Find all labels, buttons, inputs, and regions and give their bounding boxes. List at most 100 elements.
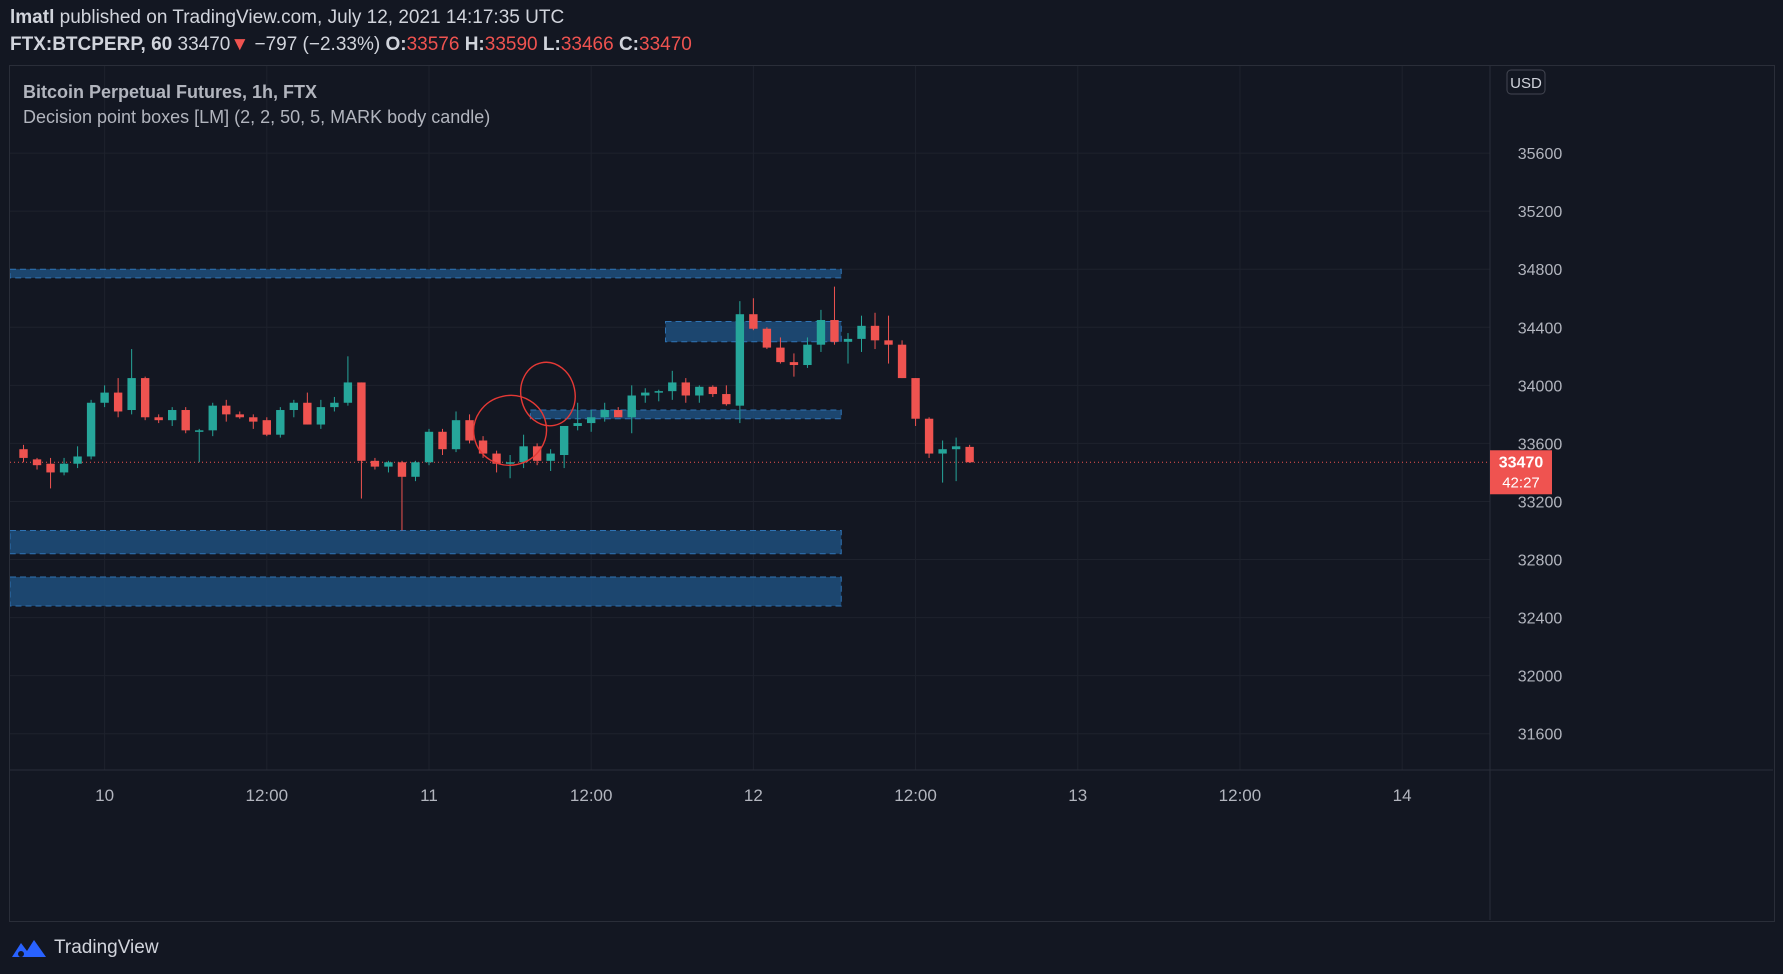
candle-up xyxy=(803,344,812,366)
price-tick-label: 33200 xyxy=(1518,494,1563,511)
candle-down xyxy=(911,378,920,419)
candle-down xyxy=(614,410,623,418)
candle-down xyxy=(235,414,244,418)
low-label: L: xyxy=(542,34,561,55)
close-label: C: xyxy=(618,34,639,55)
decision-box xyxy=(665,320,842,343)
candle-down xyxy=(113,392,123,412)
price-tick-label: 32400 xyxy=(1518,611,1563,628)
candle-up xyxy=(695,386,704,396)
time-tick-label: 12:00 xyxy=(894,786,937,805)
price-tick-label: 34800 xyxy=(1518,262,1563,279)
author-name[interactable]: lmatl xyxy=(10,7,55,28)
chart-legend: Bitcoin Perpetual Futures, 1h, FTX Decis… xyxy=(23,80,490,130)
bar-countdown-label: 42:27 xyxy=(1502,474,1540,491)
candle-down xyxy=(32,459,42,466)
candle-down xyxy=(357,382,366,461)
candle-up xyxy=(316,407,326,425)
candle-down xyxy=(303,402,312,425)
high-value: 33590 xyxy=(484,34,538,55)
candle-down xyxy=(924,418,934,454)
candle-up xyxy=(168,410,177,421)
currency-badge xyxy=(1506,69,1546,95)
candle-up xyxy=(546,453,555,461)
ohlc-line: FTX:BTCPERP, 60 33470▼ −797 (−2.33%) O:3… xyxy=(10,32,692,58)
candle-down xyxy=(262,420,271,435)
footer: TradingView xyxy=(10,928,159,968)
candle-up xyxy=(843,338,853,342)
currency-selector[interactable]: USD xyxy=(1506,69,1546,95)
candle-up xyxy=(127,378,136,411)
candle-down xyxy=(722,394,731,405)
chart-frame xyxy=(9,65,1775,922)
candle-down xyxy=(884,340,893,345)
candle-up xyxy=(938,449,947,454)
series-title[interactable]: Bitcoin Perpetual Futures, 1h, FTX xyxy=(23,82,318,102)
candle-down xyxy=(154,417,163,421)
time-tick-label: 11 xyxy=(420,786,438,805)
candle-down xyxy=(492,453,501,464)
close-value: 33470 xyxy=(639,34,692,55)
candle-down xyxy=(181,410,190,431)
candle-up xyxy=(276,410,285,435)
publication-info: published on TradingView.com, July 12, 2… xyxy=(59,7,565,28)
decision-box xyxy=(529,409,842,420)
candle-up xyxy=(73,456,82,464)
price-chart[interactable]: 35600 35200 34800 34400 34000 33600 33200 32800… xyxy=(10,66,1773,920)
candle-up xyxy=(505,462,515,464)
candle-up xyxy=(208,405,217,431)
candle-down xyxy=(46,463,55,473)
price-tick-label: 31600 xyxy=(1518,727,1563,744)
candle-down xyxy=(140,378,150,418)
last-price-tag xyxy=(1490,450,1552,495)
candle-up xyxy=(195,430,204,432)
time-tick-label: 12 xyxy=(744,786,763,805)
last-price-label: 33470 xyxy=(1499,454,1544,471)
low-value: 33466 xyxy=(560,34,614,55)
candle-down xyxy=(465,420,474,441)
time-tick-label: 13 xyxy=(1068,786,1087,805)
symbol-label: FTX:BTCPERP, 60 xyxy=(10,34,173,55)
candle-down xyxy=(897,344,907,379)
price-tick-label: 32000 xyxy=(1518,669,1563,686)
candle-up xyxy=(627,395,636,418)
price-tick-label: 33600 xyxy=(1518,436,1563,453)
indicator-label[interactable]: Decision point boxes [LM] (2, 2, 50, 5, … xyxy=(23,107,491,127)
price-tick-label: 35600 xyxy=(1518,146,1563,163)
candle-up xyxy=(86,402,96,457)
candle-up xyxy=(559,425,569,456)
candle-down xyxy=(870,325,880,341)
candle-down xyxy=(438,431,447,450)
currency-label: USD xyxy=(1510,75,1542,92)
candle-down xyxy=(830,320,839,342)
candle-down xyxy=(681,382,690,396)
price-tick-label: 35200 xyxy=(1518,204,1563,221)
candle-down xyxy=(370,460,380,467)
candle-up xyxy=(600,410,609,418)
last-price: 33470 xyxy=(177,34,231,55)
candle-up xyxy=(100,392,109,403)
price-change: −797 (−2.33%) xyxy=(254,34,381,55)
candle-down xyxy=(397,462,407,477)
decision-box xyxy=(10,529,842,555)
candle-up xyxy=(641,392,650,396)
time-tick-label: 12:00 xyxy=(570,786,613,805)
tradingview-logo-icon[interactable] xyxy=(10,937,48,959)
price-tick-label: 34000 xyxy=(1518,378,1563,395)
candle-up xyxy=(857,325,866,339)
candle-up xyxy=(586,417,596,424)
candle-up xyxy=(289,402,299,411)
candle-up xyxy=(59,463,69,473)
candle-down xyxy=(478,440,488,454)
candle-up xyxy=(330,402,339,408)
brand-name[interactable]: TradingView xyxy=(54,937,159,958)
annotation-circle xyxy=(472,394,548,466)
candle-up xyxy=(343,382,353,403)
candle-up xyxy=(384,462,393,467)
high-label: H: xyxy=(464,34,485,55)
candle-down xyxy=(749,314,758,329)
price-tick-label: 34400 xyxy=(1518,320,1563,337)
candle-up xyxy=(451,420,461,450)
annotation-circle xyxy=(519,361,576,427)
candle-down xyxy=(249,417,258,422)
